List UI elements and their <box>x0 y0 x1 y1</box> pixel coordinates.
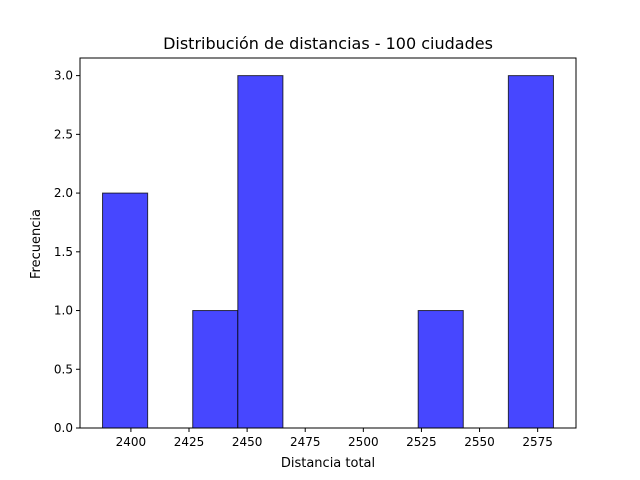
y-tick-label: 2.5 <box>54 127 73 141</box>
plot-frame <box>79 57 577 429</box>
y-tick-label: 0.5 <box>54 362 73 376</box>
x-tick-label: 2450 <box>232 435 263 449</box>
y-tick-label: 2.0 <box>54 186 73 200</box>
histogram-bar <box>507 75 554 429</box>
x-tick-label: 2550 <box>464 435 495 449</box>
y-tick-label: 1.0 <box>54 304 73 318</box>
chart-title: Distribución de distancias - 100 ciudade… <box>163 34 493 53</box>
x-tick-label: 2475 <box>290 435 321 449</box>
histogram-bar <box>237 75 284 429</box>
histogram-bar <box>192 310 239 429</box>
x-axis-label: Distancia total <box>281 456 375 471</box>
x-axis: 2400 2425 2450 2475 2500 2525 2550 2575 <box>116 428 553 449</box>
x-tick-label: 2525 <box>406 435 437 449</box>
histogram-bar <box>417 310 464 429</box>
y-tick-label: 0.0 <box>54 421 73 435</box>
y-tick-label: 1.5 <box>54 245 73 259</box>
y-tick-label: 3.0 <box>54 69 73 83</box>
x-tick-label: 2400 <box>116 435 147 449</box>
x-tick-label: 2500 <box>348 435 379 449</box>
y-axis: 0.0 0.5 1.0 1.5 2.0 2.5 3.0 <box>54 69 80 435</box>
x-tick-label: 2425 <box>174 435 205 449</box>
histogram-bar <box>102 192 149 429</box>
x-tick-label: 2575 <box>522 435 553 449</box>
y-axis-label: Frecuencia <box>29 209 44 279</box>
bars-group <box>102 75 554 429</box>
